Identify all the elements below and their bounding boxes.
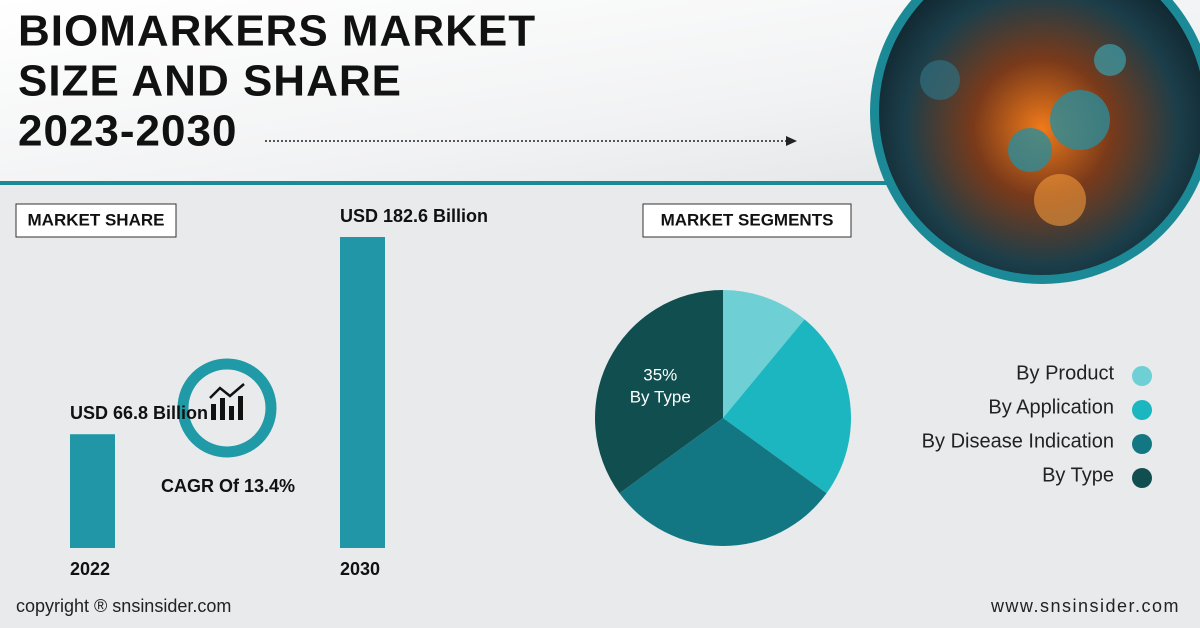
title-line: BIOMARKERS MARKET bbox=[18, 7, 536, 56]
section-box bbox=[15, 203, 177, 238]
icon-bar bbox=[220, 398, 225, 420]
image-cell bbox=[920, 60, 960, 100]
x-tick-label: 2030 bbox=[340, 559, 380, 579]
website: www.snsinsider.com bbox=[990, 596, 1180, 616]
section-box bbox=[642, 203, 852, 238]
image-cell bbox=[1094, 44, 1126, 76]
slice-category-label: By Type bbox=[630, 388, 691, 407]
pie-slice bbox=[723, 290, 805, 418]
value-label: USD 182.6 Billion bbox=[340, 206, 488, 226]
legend-swatch bbox=[1132, 468, 1152, 488]
section-title: MARKET SEGMENTS bbox=[661, 210, 834, 229]
legend-label: By Disease Indication bbox=[922, 430, 1114, 452]
x-tick-label: 2022 bbox=[70, 559, 110, 579]
value-label: USD 66.8 Billion bbox=[70, 403, 208, 423]
arrow-head bbox=[786, 136, 797, 146]
legend-label: By Application bbox=[988, 396, 1114, 418]
pie-slice bbox=[723, 319, 852, 494]
cagr-label: CAGR Of 13.4% bbox=[161, 476, 295, 496]
bar bbox=[340, 237, 385, 548]
legend-swatch bbox=[1132, 434, 1152, 454]
icon-bar bbox=[238, 396, 243, 420]
bar bbox=[70, 434, 115, 548]
pie-slice bbox=[619, 418, 827, 547]
legend-swatch bbox=[1132, 400, 1152, 420]
legend-label: By Product bbox=[1016, 362, 1114, 384]
legend-swatch bbox=[1132, 366, 1152, 386]
cagr-ring bbox=[177, 358, 277, 458]
icon-bar bbox=[229, 406, 234, 420]
title-line: SIZE AND SHARE bbox=[18, 57, 402, 106]
cagr-icon bbox=[209, 383, 245, 420]
icon-trend bbox=[209, 383, 245, 399]
copyright: copyright ® snsinsider.com bbox=[16, 596, 231, 616]
legend-label: By Type bbox=[1042, 464, 1114, 486]
header-rule bbox=[0, 181, 920, 185]
pie-slice bbox=[594, 290, 723, 494]
slice-value-label: 35% bbox=[643, 366, 677, 385]
image-glow bbox=[1034, 174, 1086, 226]
icon-bar bbox=[211, 404, 216, 420]
image-cell bbox=[1008, 128, 1052, 172]
hero-image bbox=[870, 0, 1200, 284]
image-cell bbox=[1050, 90, 1110, 150]
title-line: 2023-2030 bbox=[18, 107, 237, 156]
section-title: MARKET SHARE bbox=[28, 210, 165, 229]
